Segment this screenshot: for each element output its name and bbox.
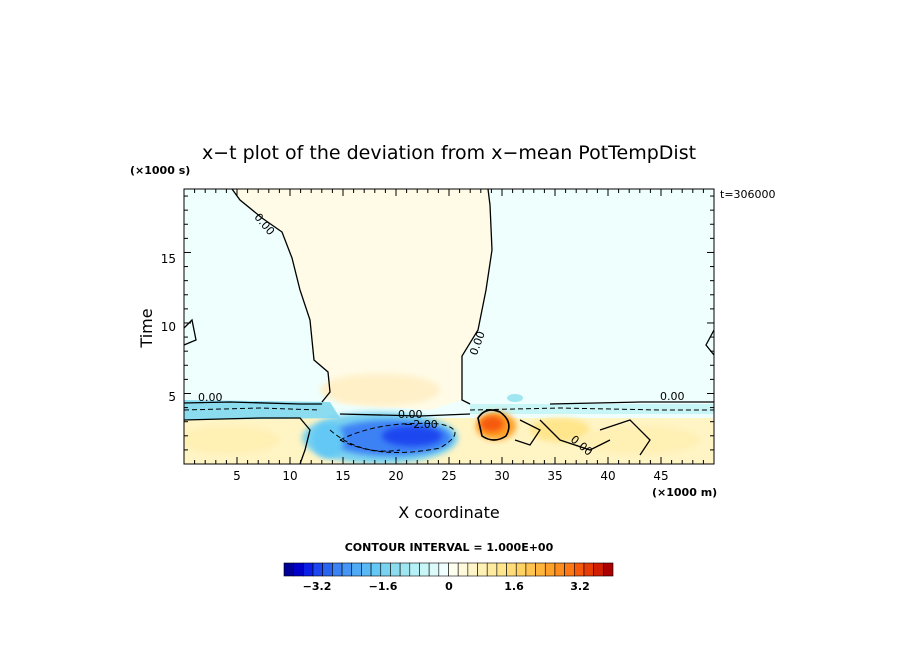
- colorbar-swatch: [554, 562, 565, 577]
- x-tick-label: 25: [441, 469, 456, 483]
- colorbar-swatch: [438, 562, 449, 577]
- colorbar-swatch: [380, 562, 391, 577]
- x-tick-label: 10: [282, 469, 297, 483]
- colorbar-swatch: [303, 562, 314, 577]
- colorbar-swatch: [535, 562, 546, 577]
- colorbar-swatch: [390, 562, 401, 577]
- colorbar-swatch: [283, 562, 294, 577]
- colorbar-swatch: [486, 562, 498, 577]
- colorbar-swatch: [457, 562, 469, 577]
- y-unit-label: (×1000 s): [130, 164, 190, 177]
- x-tick-label: 15: [335, 469, 350, 483]
- chart-title: x−t plot of the deviation from x−mean Po…: [202, 142, 696, 164]
- colorbar-tick-label: −3.2: [303, 580, 332, 593]
- y-tick-label: 15: [161, 252, 176, 266]
- colorbar-swatch: [322, 562, 333, 577]
- warm-patch-3: [184, 426, 280, 454]
- colorbar-swatch: [293, 562, 304, 577]
- warm-contour: [477, 409, 510, 441]
- x-tick-label: 30: [494, 469, 509, 483]
- positive-region: [232, 189, 492, 410]
- x-tick-label: 40: [600, 469, 615, 483]
- warm-patch-2: [580, 426, 700, 454]
- colorbar-swatch: [428, 562, 440, 577]
- colorbar-tick-label: −1.6: [369, 580, 398, 593]
- contour-label: 0.00: [198, 391, 223, 404]
- colorbar-swatch: [312, 562, 324, 577]
- x-tick-label: 5: [233, 469, 241, 483]
- colorbar-swatch: [564, 562, 575, 577]
- colorbar-swatch: [332, 562, 343, 577]
- colorbar: [283, 562, 614, 577]
- colorbar-swatch: [506, 562, 517, 577]
- colorbar-swatch: [525, 562, 536, 577]
- x-tick-marks: [194, 189, 704, 464]
- colorbar-swatch: [603, 562, 614, 577]
- x-axis-label: X coordinate: [398, 503, 499, 522]
- colorbar-tick-label: 1.6: [504, 580, 524, 593]
- colorbar-swatch: [515, 562, 527, 577]
- x-axis: 5 10 15 20 25 30 35 40 45 (×1000 m) X co…: [194, 189, 717, 522]
- colorbar-tick-label: 3.2: [570, 580, 590, 593]
- colorbar-swatch: [341, 562, 353, 577]
- y-axis-label: Time: [137, 308, 156, 348]
- cool-band-left: [184, 400, 340, 420]
- colorbar-swatch: [361, 562, 372, 577]
- y-tick-marks: [184, 195, 714, 451]
- colorbar-swatch: [573, 562, 585, 577]
- x-unit-label: (×1000 m): [652, 486, 717, 499]
- contour-label: 0.00: [660, 390, 685, 403]
- colorbar-swatch: [448, 562, 459, 577]
- warm-bump: [320, 374, 440, 406]
- colorbar-swatch: [419, 562, 430, 577]
- colorbar-tick-label: 0: [445, 580, 453, 593]
- colorbar-swatch: [496, 562, 507, 577]
- x-tick-label: 45: [653, 469, 668, 483]
- x-tick-label: 35: [547, 469, 562, 483]
- colorbar-ticks: −3.2 −1.6 0 1.6 3.2: [303, 580, 590, 593]
- colorbar-swatch: [409, 562, 420, 577]
- colorbar-swatch: [351, 562, 362, 577]
- colorbar-swatch: [467, 562, 478, 577]
- colorbar-swatch: [477, 562, 488, 577]
- cold-pool-core: [382, 426, 442, 446]
- colorbar-swatch: [399, 562, 411, 577]
- colorbar-swatch: [593, 562, 604, 577]
- time-stamp: t=306000: [720, 188, 776, 201]
- warm-anomaly-core: [480, 416, 504, 432]
- negative-contours: [184, 407, 714, 453]
- contour-label: 0.00: [398, 408, 423, 421]
- y-tick-label: 5: [168, 390, 176, 404]
- cold-pool-left: [312, 422, 344, 458]
- cool-dots: [507, 394, 523, 402]
- colorbar-swatch: [370, 562, 382, 577]
- colorbar-swatch: [544, 562, 556, 577]
- contour-label: −2.00: [404, 418, 438, 431]
- zero-contours: [184, 189, 714, 464]
- colorbar-swatch: [583, 562, 594, 577]
- y-axis: 5 10 15 Time: [137, 195, 714, 451]
- contour-interval-label: CONTOUR INTERVAL = 1.000E+00: [345, 541, 554, 554]
- plot-area: [184, 189, 714, 464]
- y-tick-label: 10: [161, 320, 176, 334]
- warm-patch-1: [530, 418, 590, 442]
- x-tick-label: 20: [388, 469, 403, 483]
